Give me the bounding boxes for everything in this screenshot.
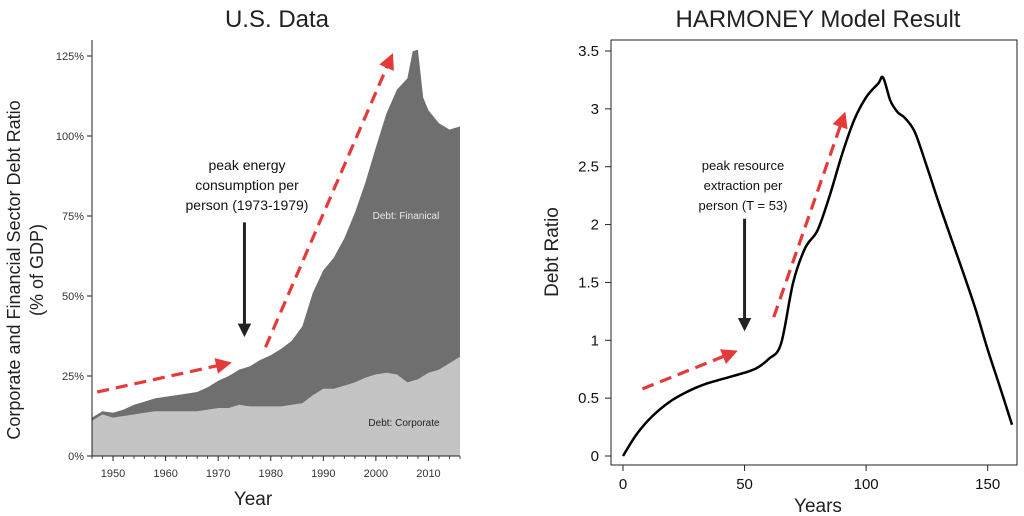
right-y-tick-label: 3.5 [578,43,599,60]
right-chart-title: HARMONEY Model Result [676,6,961,33]
left-x-tick-label: 1980 [259,468,283,480]
left-chart-title: U.S. Data [225,6,330,33]
left-y-tick-label: 0% [68,451,84,463]
left-y-axis-label-line2: (% of GDP) [27,224,47,316]
left-trend-arrow [264,53,394,348]
right-x-tick-label: 0 [619,476,627,493]
left-x-tick-label: 1960 [153,468,177,480]
right-plot-frame [610,39,1018,466]
left-annotation-line1: peak energy [208,157,285,173]
left-x-tick-label: 1990 [311,468,335,480]
left-x-tick-label: 1950 [101,468,125,480]
right-y-tick-label: 0.5 [578,390,599,407]
left-annotation-line3: person (1973-1979) [186,197,309,213]
right-trend-arrow [641,349,738,391]
right-y-tick-label: 1 [591,332,599,349]
left-x-axis-label: Year [234,489,273,510]
debt-ratio-line [621,75,1014,457]
right-annotation-line2: extraction per [704,178,783,193]
financial-debt-area [92,49,460,456]
corporate-debt-label: Debt: Corporate [368,418,440,429]
left-y-tick-label: 100% [56,131,84,143]
left-y-axis-label-line1: Corporate and Financial Sector Debt Rati… [4,100,24,439]
left-y-tick-label: 50% [62,291,84,303]
left-x-tick-label: 2010 [416,468,440,480]
financial-debt-label: Debt: Finanical [373,211,440,222]
right-y-tick-label: 0 [591,448,599,465]
left-annotation: peak energy consumption per person (1973… [186,157,309,338]
corporate-debt-area [92,356,460,456]
left-x-tick-label: 2000 [364,468,388,480]
right-y-axis-label: Debt Ratio [542,207,563,297]
harmoney-model-chart: HARMONEY Model Result Debt Ratio Years 0… [542,6,1018,516]
right-y-tick-label: 2.5 [578,159,599,176]
left-y-tick-label: 125% [56,51,84,63]
right-x-tick-label: 150 [975,476,1000,493]
left-x-tick-label: 1970 [206,468,230,480]
right-y-tick-label: 3 [591,101,599,118]
right-x-axis-label: Years [794,496,842,516]
left-trend-arrow [96,358,232,394]
right-annotation: peak resource extraction per person (T =… [698,158,788,332]
right-annotation-line1: peak resource [702,158,784,173]
left-y-tick-label: 25% [62,371,84,383]
right-annotation-line3: person (T = 53) [698,198,787,213]
right-x-tick-label: 100 [854,476,879,493]
left-y-tick-label: 75% [62,211,84,223]
right-y-tick-label: 2 [591,217,599,234]
left-annotation-line2: consumption per [195,177,299,193]
right-y-tick-label: 1.5 [578,274,599,291]
right-x-tick-label: 50 [736,476,753,493]
us-data-chart: U.S. Data Corporate and Financial Sector… [4,6,461,510]
right-trend-arrow [772,111,848,318]
